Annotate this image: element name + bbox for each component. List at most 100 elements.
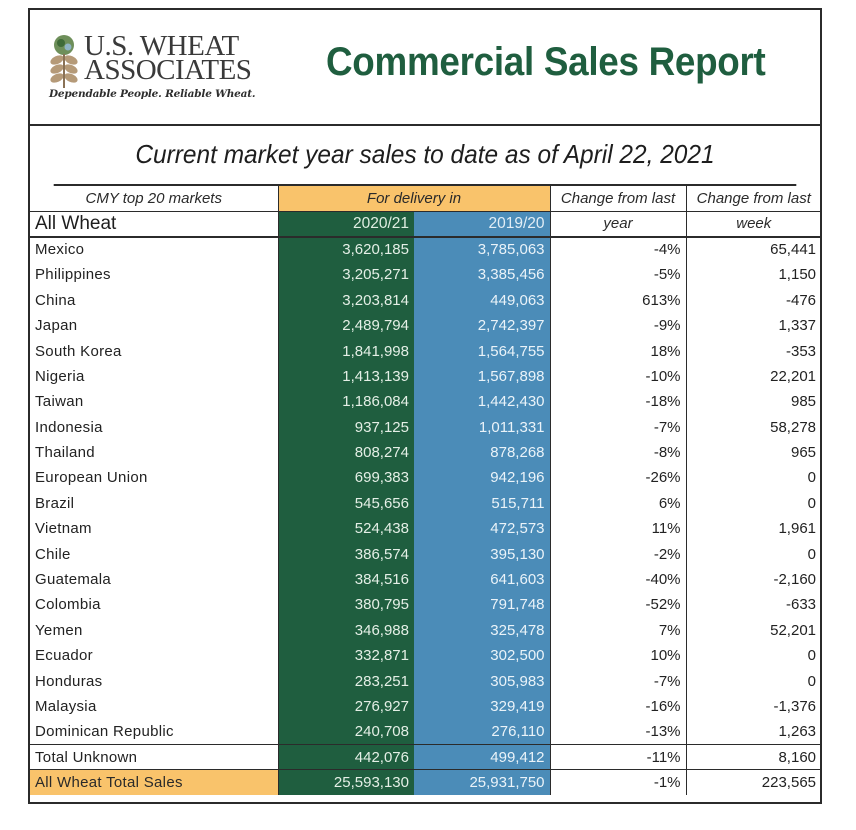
change-from-last-week: 1,337 — [778, 317, 817, 335]
sales-2020-21: 2,489,794 — [278, 312, 414, 339]
change-from-last-week: 0 — [807, 545, 817, 563]
sales-2019-20: 302,500 — [414, 643, 551, 669]
delivery-header: For delivery in — [278, 186, 551, 212]
change-from-last-year: 6% — [549, 490, 687, 517]
market-name: Indonesia — [30, 414, 279, 440]
market-name: Nigeria — [30, 363, 279, 390]
market-name: South Korea — [30, 338, 279, 364]
sales-2020-21: 240,708 — [278, 719, 414, 745]
table-row: Guatemala 384,516 641,603 -40% -2,160 — [30, 566, 821, 593]
uswheat-logo: U.S. WHEAT ASSOCIATES Dependable People.… — [46, 32, 276, 104]
change-from-last-year: -7% — [549, 414, 687, 440]
change-from-last-week: 65,441 — [770, 241, 817, 259]
table-row: Malaysia 276,927 329,419 -16% -1,376 — [30, 693, 821, 720]
change-from-last-week: 52,201 — [770, 621, 817, 639]
sales-2020-21: 276,927 — [278, 693, 414, 720]
change-from-last-week: 22,201 — [770, 367, 817, 385]
sales-2019-20: 395,130 — [414, 541, 551, 567]
change-from-last-year: -7% — [549, 668, 687, 694]
change-from-last-year: 18% — [549, 338, 687, 364]
report-subtitle: Current market year sales to date as of … — [53, 124, 797, 186]
sales-2019-20: 1,011,331 — [414, 414, 551, 440]
change-from-last-week: 58,278 — [770, 418, 817, 436]
market-name: Philippines — [30, 262, 279, 288]
table-row: Honduras 283,251 305,983 -7% 0 — [30, 668, 821, 694]
change-from-last-week: 0 — [807, 672, 817, 690]
change-from-last-year: 613% — [549, 287, 687, 313]
change-from-last-week: 223,565 — [686, 769, 822, 796]
table-row: Thailand 808,274 878,268 -8% 965 — [30, 439, 821, 466]
sales-2019-20: 1,442,430 — [414, 389, 551, 415]
report-frame: U.S. WHEAT ASSOCIATES Dependable People.… — [28, 8, 822, 804]
change-from-last-week: 8,160 — [686, 744, 822, 770]
change-from-last-year: -13% — [549, 719, 687, 745]
table-row: Indonesia 937,125 1,011,331 -7% 58,278 — [30, 414, 821, 440]
change-from-last-week: 1,263 — [778, 723, 817, 741]
sales-2020-21: 332,871 — [278, 643, 414, 669]
change-from-last-week: -633 — [785, 596, 817, 614]
table-row: Nigeria 1,413,139 1,567,898 -10% 22,201 — [30, 363, 821, 390]
change-from-last-year: 11% — [549, 516, 687, 542]
table-header-row-2: All Wheat 2020/21 2019/20 year week — [30, 211, 822, 238]
market-name: Total Unknown — [30, 744, 279, 770]
table-row: Philippines 3,205,271 3,385,456 -5% 1,150 — [30, 262, 821, 288]
change-from-last-week: -1,376 — [773, 698, 817, 715]
year-current-header: 2020/21 — [278, 211, 414, 238]
sales-2019-20: 641,603 — [414, 566, 551, 593]
change-from-last-year: -5% — [549, 262, 687, 288]
market-name: European Union — [30, 465, 279, 491]
table-row: Taiwan 1,186,084 1,442,430 -18% 985 — [30, 389, 821, 415]
table-row: Chile 386,574 395,130 -2% 0 — [30, 541, 821, 567]
change-from-last-year: -9% — [549, 312, 687, 339]
sales-2019-20: 449,063 — [414, 287, 551, 313]
change-from-last-year: -8% — [549, 439, 687, 466]
table-row: Japan 2,489,794 2,742,397 -9% 1,337 — [30, 312, 821, 339]
change-from-last-year: -18% — [549, 389, 687, 415]
total-unknown-row: Total Unknown 442,076 499,412 -11% 8,160 — [30, 744, 822, 770]
logo-tagline: Dependable People. Reliable Wheat. — [49, 88, 256, 100]
sales-2019-20: 25,931,750 — [414, 769, 551, 796]
table-row: Mexico 3,620,185 3,785,063 -4% 65,441 — [30, 236, 821, 263]
table-row: South Korea 1,841,998 1,564,755 18% -353 — [30, 338, 821, 364]
change-from-last-year: -2% — [549, 541, 687, 567]
sales-2020-21: 699,383 — [278, 465, 414, 491]
sales-2019-20: 499,412 — [414, 744, 551, 770]
sales-2019-20: 329,419 — [414, 693, 551, 720]
sales-2019-20: 305,983 — [414, 668, 551, 694]
market-name: Guatemala — [30, 566, 279, 593]
sales-table: CMY top 20 markets For delivery in Chang… — [30, 186, 822, 796]
sales-2020-21: 1,413,139 — [278, 363, 414, 390]
sales-2020-21: 1,186,084 — [278, 389, 414, 415]
market-name: Thailand — [30, 439, 279, 466]
change-year-header-line1: Change from last — [549, 186, 687, 212]
markets-header: CMY top 20 markets — [30, 186, 279, 212]
market-name: Yemen — [30, 617, 279, 644]
change-week-header-line1: Change from last — [686, 186, 822, 212]
sales-2019-20: 3,785,063 — [414, 236, 551, 263]
table-row: Yemen 346,988 325,478 7% 52,201 — [30, 617, 821, 644]
sales-2020-21: 442,076 — [278, 744, 414, 770]
change-from-last-year: -4% — [549, 236, 687, 263]
sales-2019-20: 878,268 — [414, 439, 551, 466]
change-from-last-year: -26% — [549, 465, 687, 491]
change-from-last-week: 985 — [790, 393, 817, 411]
change-from-last-week: 1,150 — [778, 266, 817, 284]
change-from-last-week: -353 — [785, 342, 817, 360]
sales-2019-20: 2,742,397 — [414, 312, 551, 339]
table-header-row-1: CMY top 20 markets For delivery in Chang… — [30, 186, 822, 212]
market-name: Colombia — [30, 592, 279, 618]
change-from-last-year: 7% — [549, 617, 687, 644]
sales-2019-20: 1,564,755 — [414, 338, 551, 364]
market-name: Chile — [30, 541, 279, 567]
sales-2020-21: 384,516 — [278, 566, 414, 593]
sales-2019-20: 791,748 — [414, 592, 551, 618]
change-from-last-week: -2,160 — [773, 571, 817, 589]
sales-2020-21: 380,795 — [278, 592, 414, 618]
sales-2020-21: 545,656 — [278, 490, 414, 517]
change-from-last-week: 0 — [807, 494, 817, 512]
market-name: Honduras — [30, 668, 279, 694]
change-from-last-year: -40% — [549, 566, 687, 593]
market-name: Brazil — [30, 490, 279, 517]
market-name: Ecuador — [30, 643, 279, 669]
sales-2020-21: 524,438 — [278, 516, 414, 542]
